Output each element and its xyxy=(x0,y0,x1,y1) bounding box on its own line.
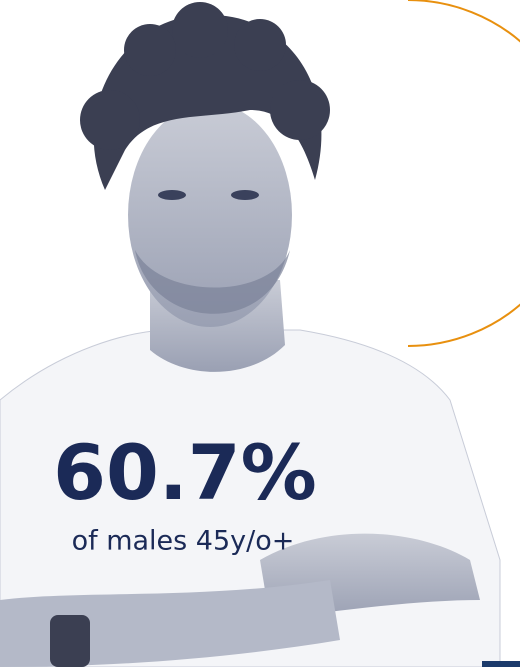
stat-value: 60.7% xyxy=(53,428,317,517)
stat-caption: of males 45y/o+ xyxy=(72,526,295,557)
page: 60.7% of males 45y/o+ (() => { const dat… xyxy=(0,0,520,667)
bottom-strip xyxy=(482,661,520,667)
decorative-arc xyxy=(408,0,520,346)
person-photo xyxy=(0,2,500,667)
promo-graphic: 60.7% of males 45y/o+ xyxy=(0,0,520,667)
